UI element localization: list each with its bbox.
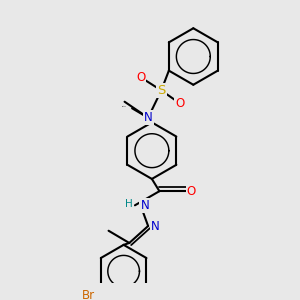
Text: N: N [144, 111, 152, 124]
Text: H: H [125, 200, 133, 209]
Text: N: N [151, 220, 160, 232]
Text: O: O [176, 97, 185, 110]
Text: methyl: methyl [122, 106, 127, 107]
Text: S: S [157, 84, 166, 97]
Text: N: N [141, 199, 149, 212]
Text: O: O [136, 71, 145, 84]
Text: O: O [187, 185, 196, 198]
Text: Br: Br [82, 290, 95, 300]
